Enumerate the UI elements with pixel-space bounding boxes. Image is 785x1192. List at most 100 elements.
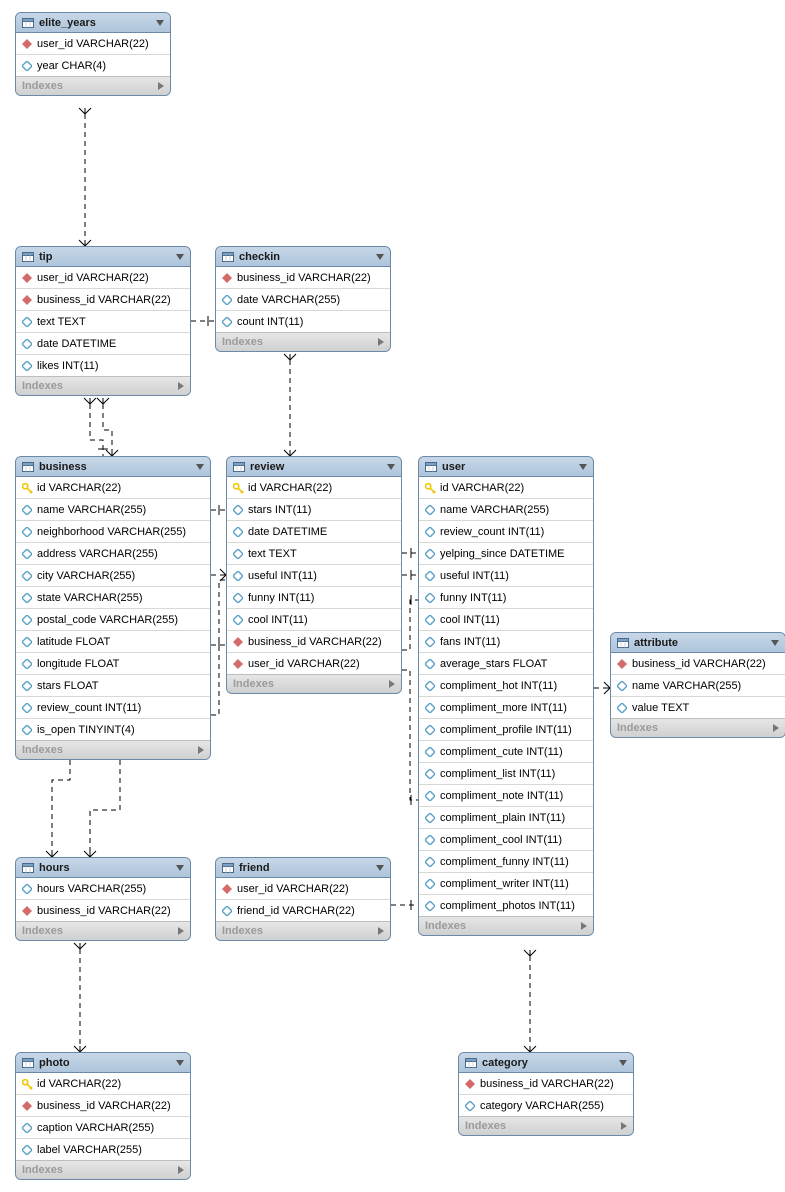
table-photo[interactable]: photoid VARCHAR(22)business_id VARCHAR(2…	[15, 1052, 191, 1180]
column[interactable]: compliment_cool INT(11)	[419, 829, 593, 851]
column[interactable]: compliment_note INT(11)	[419, 785, 593, 807]
column[interactable]: business_id VARCHAR(22)	[16, 289, 190, 311]
collapse-icon[interactable]	[176, 1060, 184, 1066]
collapse-icon[interactable]	[196, 464, 204, 470]
column[interactable]: likes INT(11)	[16, 355, 190, 377]
table-tip[interactable]: tipuser_id VARCHAR(22)business_id VARCHA…	[15, 246, 191, 396]
column[interactable]: id VARCHAR(22)	[16, 1073, 190, 1095]
column[interactable]: id VARCHAR(22)	[16, 477, 210, 499]
column[interactable]: date VARCHAR(255)	[216, 289, 390, 311]
indexes-section[interactable]: Indexes	[227, 675, 401, 693]
column[interactable]: name VARCHAR(255)	[16, 499, 210, 521]
table-elite_years[interactable]: elite_yearsuser_id VARCHAR(22)year CHAR(…	[15, 12, 171, 96]
table-category[interactable]: categorybusiness_id VARCHAR(22)category …	[458, 1052, 634, 1136]
table-attribute[interactable]: attributebusiness_id VARCHAR(22)name VAR…	[610, 632, 785, 738]
column[interactable]: address VARCHAR(255)	[16, 543, 210, 565]
column[interactable]: longitude FLOAT	[16, 653, 210, 675]
collapse-icon[interactable]	[376, 865, 384, 871]
expand-icon[interactable]	[198, 746, 204, 754]
column[interactable]: business_id VARCHAR(22)	[16, 900, 190, 922]
column[interactable]: compliment_writer INT(11)	[419, 873, 593, 895]
table-header[interactable]: elite_years	[16, 13, 170, 33]
column[interactable]: category VARCHAR(255)	[459, 1095, 633, 1117]
indexes-section[interactable]: Indexes	[611, 719, 785, 737]
column[interactable]: user_id VARCHAR(22)	[16, 33, 170, 55]
column[interactable]: user_id VARCHAR(22)	[216, 878, 390, 900]
column[interactable]: yelping_since DATETIME	[419, 543, 593, 565]
column[interactable]: id VARCHAR(22)	[227, 477, 401, 499]
indexes-section[interactable]: Indexes	[16, 922, 190, 940]
expand-icon[interactable]	[378, 338, 384, 346]
expand-icon[interactable]	[389, 680, 395, 688]
table-user[interactable]: userid VARCHAR(22)name VARCHAR(255)revie…	[418, 456, 594, 936]
table-header[interactable]: review	[227, 457, 401, 477]
table-header[interactable]: attribute	[611, 633, 785, 653]
column[interactable]: stars FLOAT	[16, 675, 210, 697]
column[interactable]: business_id VARCHAR(22)	[16, 1095, 190, 1117]
expand-icon[interactable]	[773, 724, 779, 732]
column[interactable]: label VARCHAR(255)	[16, 1139, 190, 1161]
indexes-section[interactable]: Indexes	[16, 377, 190, 395]
column[interactable]: average_stars FLOAT	[419, 653, 593, 675]
column[interactable]: neighborhood VARCHAR(255)	[16, 521, 210, 543]
column[interactable]: compliment_more INT(11)	[419, 697, 593, 719]
table-business[interactable]: businessid VARCHAR(22)name VARCHAR(255)n…	[15, 456, 211, 760]
column[interactable]: compliment_list INT(11)	[419, 763, 593, 785]
column[interactable]: funny INT(11)	[227, 587, 401, 609]
expand-icon[interactable]	[178, 382, 184, 390]
column[interactable]: year CHAR(4)	[16, 55, 170, 77]
expand-icon[interactable]	[378, 927, 384, 935]
table-review[interactable]: reviewid VARCHAR(22)stars INT(11)date DA…	[226, 456, 402, 694]
table-checkin[interactable]: checkinbusiness_id VARCHAR(22)date VARCH…	[215, 246, 391, 352]
column[interactable]: user_id VARCHAR(22)	[227, 653, 401, 675]
collapse-icon[interactable]	[387, 464, 395, 470]
table-header[interactable]: tip	[16, 247, 190, 267]
expand-icon[interactable]	[158, 82, 164, 90]
column[interactable]: city VARCHAR(255)	[16, 565, 210, 587]
table-header[interactable]: business	[16, 457, 210, 477]
column[interactable]: compliment_hot INT(11)	[419, 675, 593, 697]
column[interactable]: compliment_cute INT(11)	[419, 741, 593, 763]
column[interactable]: cool INT(11)	[419, 609, 593, 631]
column[interactable]: compliment_funny INT(11)	[419, 851, 593, 873]
indexes-section[interactable]: Indexes	[419, 917, 593, 935]
table-header[interactable]: hours	[16, 858, 190, 878]
column[interactable]: caption VARCHAR(255)	[16, 1117, 190, 1139]
column[interactable]: business_id VARCHAR(22)	[459, 1073, 633, 1095]
table-header[interactable]: checkin	[216, 247, 390, 267]
collapse-icon[interactable]	[176, 254, 184, 260]
column[interactable]: state VARCHAR(255)	[16, 587, 210, 609]
expand-icon[interactable]	[581, 922, 587, 930]
indexes-section[interactable]: Indexes	[16, 741, 210, 759]
column[interactable]: text TEXT	[227, 543, 401, 565]
collapse-icon[interactable]	[579, 464, 587, 470]
collapse-icon[interactable]	[771, 640, 779, 646]
column[interactable]: postal_code VARCHAR(255)	[16, 609, 210, 631]
indexes-section[interactable]: Indexes	[16, 1161, 190, 1179]
table-hours[interactable]: hourshours VARCHAR(255)business_id VARCH…	[15, 857, 191, 941]
column[interactable]: friend_id VARCHAR(22)	[216, 900, 390, 922]
column[interactable]: latitude FLOAT	[16, 631, 210, 653]
column[interactable]: name VARCHAR(255)	[611, 675, 785, 697]
column[interactable]: compliment_photos INT(11)	[419, 895, 593, 917]
indexes-section[interactable]: Indexes	[459, 1117, 633, 1135]
collapse-icon[interactable]	[619, 1060, 627, 1066]
column[interactable]: date DATETIME	[227, 521, 401, 543]
indexes-section[interactable]: Indexes	[216, 333, 390, 351]
column[interactable]: compliment_profile INT(11)	[419, 719, 593, 741]
column[interactable]: cool INT(11)	[227, 609, 401, 631]
collapse-icon[interactable]	[176, 865, 184, 871]
column[interactable]: user_id VARCHAR(22)	[16, 267, 190, 289]
column[interactable]: is_open TINYINT(4)	[16, 719, 210, 741]
table-friend[interactable]: frienduser_id VARCHAR(22)friend_id VARCH…	[215, 857, 391, 941]
column[interactable]: fans INT(11)	[419, 631, 593, 653]
column[interactable]: name VARCHAR(255)	[419, 499, 593, 521]
column[interactable]: review_count INT(11)	[419, 521, 593, 543]
column[interactable]: business_id VARCHAR(22)	[611, 653, 785, 675]
column[interactable]: compliment_plain INT(11)	[419, 807, 593, 829]
collapse-icon[interactable]	[156, 20, 164, 26]
column[interactable]: hours VARCHAR(255)	[16, 878, 190, 900]
column[interactable]: id VARCHAR(22)	[419, 477, 593, 499]
column[interactable]: useful INT(11)	[419, 565, 593, 587]
column[interactable]: value TEXT	[611, 697, 785, 719]
